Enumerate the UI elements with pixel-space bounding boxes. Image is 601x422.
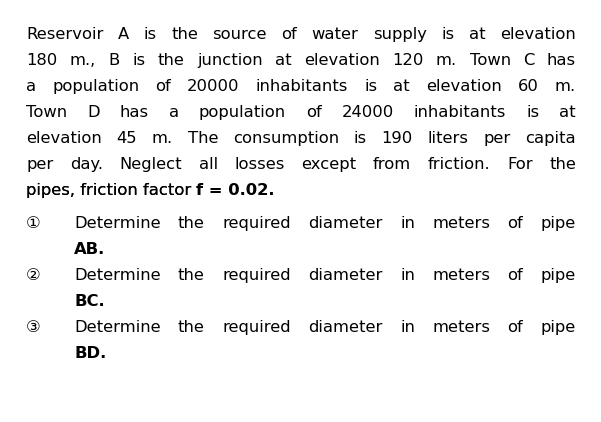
Text: m.: m. xyxy=(555,79,576,94)
Text: meters: meters xyxy=(432,268,490,283)
Text: is: is xyxy=(132,53,145,68)
Text: in: in xyxy=(400,268,415,283)
Text: per: per xyxy=(483,131,511,146)
Text: population: population xyxy=(52,79,139,94)
Text: Neglect: Neglect xyxy=(120,157,182,172)
Text: required: required xyxy=(222,320,291,335)
Text: at: at xyxy=(394,79,410,94)
Text: pipes, friction factor: pipes, friction factor xyxy=(26,183,191,198)
Text: elevation: elevation xyxy=(426,79,502,94)
Text: junction: junction xyxy=(197,53,263,68)
Text: A: A xyxy=(118,27,129,42)
Text: 45: 45 xyxy=(117,131,137,146)
Text: the: the xyxy=(157,53,185,68)
Text: ②: ② xyxy=(26,268,41,283)
Text: 60: 60 xyxy=(518,79,539,94)
Text: of: of xyxy=(156,79,171,94)
Text: in: in xyxy=(400,320,415,335)
Text: m.: m. xyxy=(152,131,173,146)
Text: 120: 120 xyxy=(392,53,424,68)
Text: water: water xyxy=(312,27,359,42)
Text: has: has xyxy=(547,53,576,68)
Text: m.: m. xyxy=(436,53,457,68)
Text: in: in xyxy=(400,216,415,231)
Text: losses: losses xyxy=(234,157,285,172)
Text: elevation: elevation xyxy=(26,131,102,146)
Text: diameter: diameter xyxy=(308,268,383,283)
Text: source: source xyxy=(213,27,267,42)
Text: capita: capita xyxy=(525,131,576,146)
Text: inhabitants: inhabitants xyxy=(414,105,506,120)
Text: is: is xyxy=(354,131,367,146)
Text: at: at xyxy=(469,27,486,42)
Text: m.,: m., xyxy=(70,53,96,68)
Text: Determine: Determine xyxy=(74,268,160,283)
Text: BC.: BC. xyxy=(74,294,105,309)
Text: 180: 180 xyxy=(26,53,57,68)
Text: except: except xyxy=(301,157,356,172)
Text: 190: 190 xyxy=(382,131,413,146)
Text: The: The xyxy=(188,131,218,146)
Text: liters: liters xyxy=(428,131,469,146)
Text: day.: day. xyxy=(70,157,103,172)
Text: of: of xyxy=(306,105,322,120)
Text: Reservoir: Reservoir xyxy=(26,27,103,42)
Text: the: the xyxy=(549,157,576,172)
Text: supply: supply xyxy=(373,27,427,42)
Text: C: C xyxy=(523,53,534,68)
Text: ①: ① xyxy=(26,216,41,231)
Text: meters: meters xyxy=(432,320,490,335)
Text: diameter: diameter xyxy=(308,320,383,335)
Text: at: at xyxy=(560,105,576,120)
Text: has: has xyxy=(120,105,149,120)
Text: is: is xyxy=(526,105,540,120)
Text: is: is xyxy=(442,27,455,42)
Text: Town: Town xyxy=(469,53,511,68)
Text: diameter: diameter xyxy=(308,216,383,231)
Text: per: per xyxy=(26,157,53,172)
Text: the: the xyxy=(178,320,205,335)
Text: the: the xyxy=(178,268,205,283)
Text: BD.: BD. xyxy=(74,346,106,361)
Text: pipe: pipe xyxy=(541,320,576,335)
Text: D: D xyxy=(87,105,100,120)
Text: all: all xyxy=(198,157,218,172)
Text: pipe: pipe xyxy=(541,216,576,231)
Text: population: population xyxy=(199,105,286,120)
Text: of: of xyxy=(281,27,297,42)
Text: AB.: AB. xyxy=(74,242,105,257)
Text: Determine: Determine xyxy=(74,320,160,335)
Text: a: a xyxy=(26,79,36,94)
Text: Town: Town xyxy=(26,105,67,120)
Text: elevation: elevation xyxy=(304,53,380,68)
Text: pipes, friction factor: pipes, friction factor xyxy=(26,183,197,198)
Text: consumption: consumption xyxy=(233,131,339,146)
Text: B: B xyxy=(108,53,120,68)
Text: is: is xyxy=(144,27,157,42)
Text: meters: meters xyxy=(432,216,490,231)
Text: 24000: 24000 xyxy=(342,105,394,120)
Text: required: required xyxy=(222,268,291,283)
Text: of: of xyxy=(508,320,523,335)
Text: 20000: 20000 xyxy=(187,79,240,94)
Text: a: a xyxy=(169,105,179,120)
Text: friction.: friction. xyxy=(428,157,490,172)
Text: at: at xyxy=(275,53,291,68)
Text: required: required xyxy=(222,216,291,231)
Text: is: is xyxy=(364,79,377,94)
Text: Determine: Determine xyxy=(74,216,160,231)
Text: f = 0.02.: f = 0.02. xyxy=(197,183,275,198)
Text: of: of xyxy=(508,268,523,283)
Text: of: of xyxy=(508,216,523,231)
Text: the: the xyxy=(178,216,205,231)
Text: For: For xyxy=(507,157,532,172)
Text: pipe: pipe xyxy=(541,268,576,283)
Text: the: the xyxy=(171,27,198,42)
Text: elevation: elevation xyxy=(500,27,576,42)
Text: ③: ③ xyxy=(26,320,41,335)
Text: inhabitants: inhabitants xyxy=(256,79,348,94)
Text: from: from xyxy=(373,157,411,172)
